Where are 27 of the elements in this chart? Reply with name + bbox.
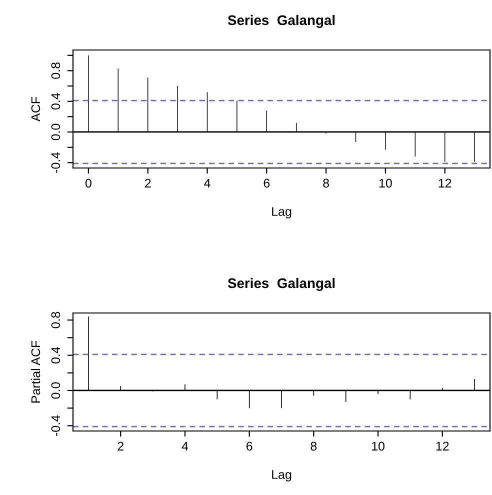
chart-title: Series Galangal	[228, 278, 335, 291]
x-tick-label: 4	[182, 442, 188, 450]
x-tick-label: 10	[372, 442, 384, 451]
x-tick-label: 8	[310, 442, 317, 451]
x-tick-label: 6	[264, 178, 270, 188]
x-tick-label: 2	[118, 442, 124, 450]
y-tick-label: -0.4	[51, 152, 60, 173]
chart-title: Series Galangal	[228, 14, 335, 28]
x-axis-title: Lag	[272, 470, 292, 482]
y-tick-label: 0.4	[51, 346, 60, 364]
y-axis-title: ACF	[31, 97, 40, 122]
x-tick-label: 12	[438, 178, 452, 188]
x-axis-title: Lag	[272, 207, 292, 218]
y-tick-label: 0.8	[51, 312, 60, 328]
x-tick-label: 4	[204, 178, 210, 188]
y-tick-label: 0.8	[51, 62, 60, 79]
y-tick-label: 0.0	[51, 124, 60, 140]
y-tick-label: 0.4	[51, 93, 60, 110]
y-axis-title: Partial ACF	[30, 340, 40, 403]
x-tick-label: 10	[379, 178, 392, 188]
x-tick-label: 6	[246, 442, 252, 451]
x-tick-label: 2	[145, 178, 151, 188]
x-tick-label: 0	[85, 178, 92, 188]
x-tick-label: 8	[323, 178, 329, 188]
y-tick-label: -0.4	[51, 415, 60, 436]
y-tick-label: 0.0	[51, 382, 60, 399]
x-tick-label: 12	[436, 442, 449, 450]
